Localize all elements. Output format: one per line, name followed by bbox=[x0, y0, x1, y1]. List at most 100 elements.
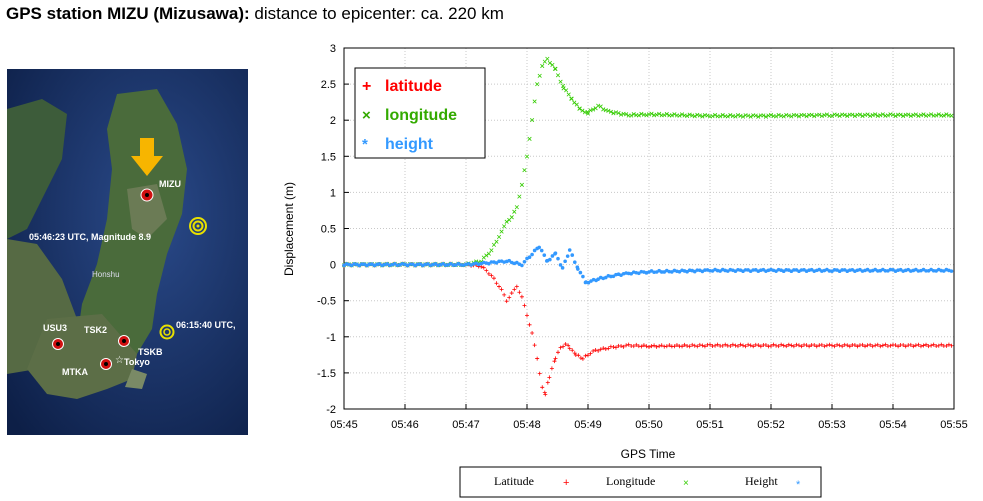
point-latitude bbox=[586, 353, 590, 358]
point-longitude bbox=[613, 110, 619, 115]
point-latitude bbox=[794, 342, 799, 347]
point-longitude bbox=[677, 113, 682, 118]
point-latitude bbox=[532, 343, 537, 348]
point-longitude bbox=[569, 96, 574, 101]
point-height bbox=[558, 263, 563, 267]
point-longitude bbox=[916, 113, 921, 118]
point-height bbox=[489, 260, 494, 264]
point-longitude bbox=[809, 112, 814, 117]
point-latitude bbox=[730, 342, 735, 347]
point-latitude bbox=[662, 344, 667, 349]
y-axis-ticks: 3 2.5 2 1.5 1 0.5 0 -0.5 -1 -1.5 -2 bbox=[317, 43, 349, 416]
point-latitude bbox=[738, 342, 743, 347]
point-latitude bbox=[489, 273, 494, 278]
point-longitude bbox=[949, 113, 954, 118]
point-latitude bbox=[860, 342, 865, 347]
point-longitude bbox=[517, 194, 522, 199]
point-longitude bbox=[796, 114, 802, 119]
point-latitude bbox=[804, 343, 809, 348]
point-latitude bbox=[743, 344, 748, 349]
station-mizu-icon bbox=[140, 188, 154, 202]
point-height bbox=[542, 253, 547, 257]
point-longitude bbox=[890, 112, 896, 117]
point-latitude bbox=[720, 343, 725, 348]
station-usu3-icon bbox=[52, 338, 64, 350]
point-latitude bbox=[929, 343, 934, 348]
point-latitude bbox=[659, 343, 664, 348]
series-latitude bbox=[342, 261, 954, 397]
point-latitude bbox=[499, 287, 504, 292]
point-longitude bbox=[913, 112, 918, 117]
point-longitude bbox=[527, 136, 532, 141]
point-height bbox=[520, 263, 524, 268]
point-longitude bbox=[878, 113, 883, 118]
point-latitude bbox=[708, 342, 712, 347]
point-latitude bbox=[567, 346, 572, 351]
epicenter-2-icon bbox=[159, 324, 175, 340]
legend-bottom-height-marker: * bbox=[796, 479, 801, 491]
map-land-west bbox=[7, 99, 67, 239]
point-longitude bbox=[824, 112, 829, 117]
point-height bbox=[522, 260, 527, 264]
point-latitude bbox=[746, 342, 751, 347]
point-latitude bbox=[832, 344, 837, 349]
point-latitude bbox=[596, 348, 601, 353]
point-latitude bbox=[888, 343, 893, 348]
point-latitude bbox=[799, 344, 804, 349]
point-longitude bbox=[735, 113, 741, 118]
point-longitude bbox=[535, 82, 540, 87]
point-latitude bbox=[830, 343, 834, 348]
point-height bbox=[532, 248, 537, 253]
point-latitude bbox=[875, 342, 880, 347]
point-longitude bbox=[860, 113, 865, 119]
point-longitude bbox=[868, 113, 873, 119]
point-latitude bbox=[619, 344, 624, 349]
point-latitude bbox=[525, 313, 529, 318]
map-land-patch bbox=[127, 184, 167, 239]
legend-bottom-height: Height bbox=[745, 474, 778, 488]
point-longitude bbox=[558, 79, 563, 84]
point-latitude bbox=[789, 343, 794, 348]
point-longitude bbox=[662, 112, 667, 118]
point-latitude bbox=[566, 343, 571, 348]
point-longitude bbox=[618, 112, 624, 117]
point-latitude bbox=[893, 343, 898, 348]
legend-height-label: height bbox=[385, 136, 434, 153]
point-latitude bbox=[563, 342, 568, 347]
point-height bbox=[840, 268, 844, 272]
point-latitude bbox=[748, 343, 753, 348]
point-height bbox=[949, 269, 954, 273]
point-longitude bbox=[572, 100, 577, 105]
point-longitude bbox=[484, 253, 489, 258]
point-longitude bbox=[537, 73, 542, 78]
point-latitude bbox=[868, 342, 873, 347]
point-longitude bbox=[713, 112, 718, 118]
point-longitude bbox=[591, 107, 596, 112]
point-height bbox=[539, 248, 544, 253]
point-latitude bbox=[715, 342, 720, 347]
point-latitude bbox=[514, 284, 519, 289]
point-latitude bbox=[606, 346, 611, 351]
epicenter-1-icon bbox=[189, 217, 207, 235]
point-longitude bbox=[550, 62, 555, 68]
point-latitude bbox=[636, 344, 641, 349]
point-latitude bbox=[733, 343, 738, 348]
point-longitude bbox=[564, 88, 569, 93]
x-tick-label: 05:48 bbox=[513, 419, 541, 431]
point-longitude bbox=[649, 111, 654, 116]
point-latitude bbox=[713, 343, 718, 348]
map-label-mizu: MIZU bbox=[159, 179, 181, 189]
point-latitude bbox=[758, 344, 763, 349]
point-longitude bbox=[794, 113, 799, 118]
point-longitude bbox=[763, 114, 768, 119]
point-height bbox=[527, 255, 532, 260]
point-height bbox=[451, 263, 456, 267]
point-latitude bbox=[626, 342, 631, 347]
point-latitude bbox=[880, 343, 885, 348]
point-latitude bbox=[558, 345, 563, 350]
point-latitude bbox=[873, 343, 878, 348]
map-label-usu3: USU3 bbox=[43, 323, 67, 333]
point-latitude bbox=[695, 344, 700, 349]
point-latitude bbox=[784, 344, 789, 349]
